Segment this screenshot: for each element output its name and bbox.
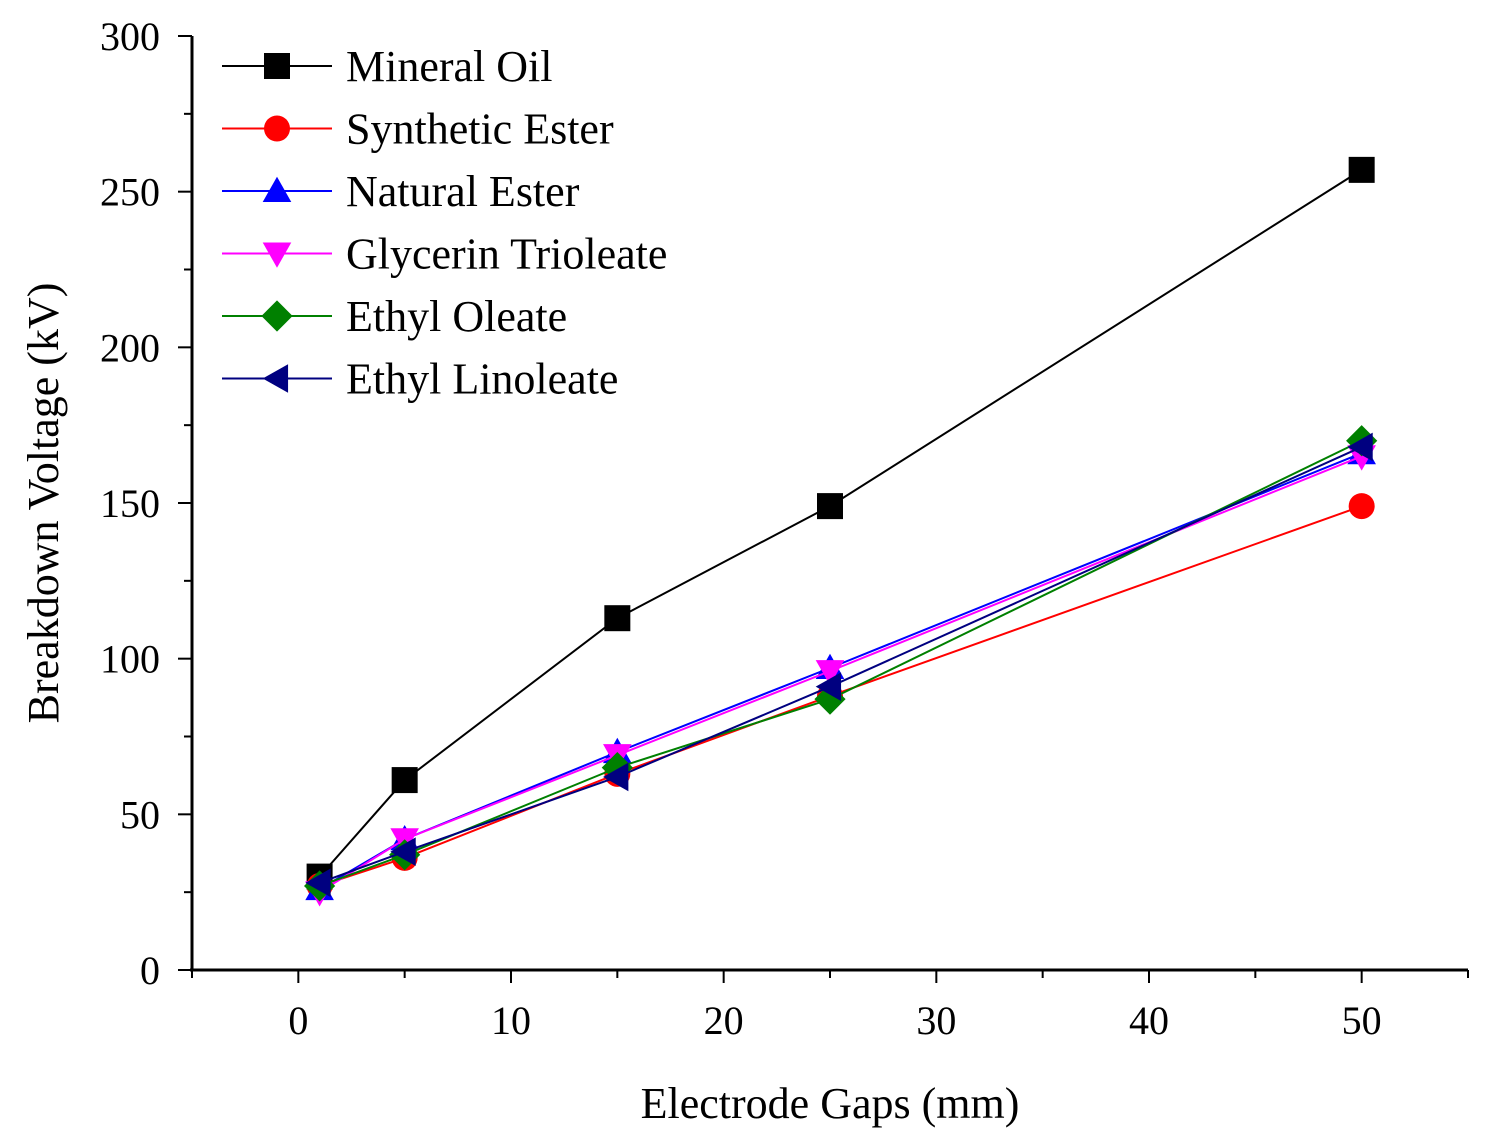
y-tick-label: 150 [100, 481, 160, 526]
legend-label: Natural Ester [346, 167, 580, 216]
y-tick-label: 0 [140, 948, 160, 993]
legend-label: Ethyl Linoleate [346, 355, 618, 404]
x-tick-label: 0 [288, 998, 308, 1043]
legend-marker-ethyl-linoleate [262, 364, 289, 393]
y-ticks: 0 50 100 150 200 250 300 [100, 14, 192, 993]
data-point-ethyl-linoleate [390, 837, 416, 866]
data-point-ethyl-linoleate [305, 868, 331, 898]
data-point-mineral-oil [1348, 156, 1375, 183]
data-point-synthetic-ester [1348, 493, 1375, 520]
legend-marker-mineral-oil [264, 53, 290, 79]
data-point-ethyl-oleate [814, 683, 846, 715]
data-point-ethyl-linoleate [815, 672, 842, 701]
y-tick-label: 200 [100, 325, 160, 370]
data-point-ethyl-linoleate [1347, 432, 1373, 462]
x-axis-title: Electrode Gaps (mm) [641, 1079, 1020, 1128]
data-point-glycerin-trioleate [815, 660, 845, 686]
legend-item-natural-ester: Natural Ester [222, 167, 580, 216]
legend-item-ethyl-linoleate: Ethyl Linoleate [222, 355, 618, 404]
legend-label: Synthetic Ester [346, 105, 614, 154]
data-point-mineral-oil [604, 605, 631, 632]
series-ethyl-linoleate [305, 432, 1373, 898]
legend-item-glycerin-trioleate: Glycerin Trioleate [222, 230, 667, 279]
data-point-mineral-oil [817, 493, 843, 520]
legend-marker-ethyl-oleate [261, 300, 293, 332]
x-tick-label: 30 [916, 998, 956, 1043]
y-tick-label: 100 [100, 637, 160, 682]
legend-label: Ethyl Oleate [346, 292, 567, 341]
legend-item-synthetic-ester: Synthetic Ester [222, 105, 614, 154]
x-tick-label: 10 [491, 998, 531, 1043]
series-layer [304, 156, 1378, 907]
legend-label: Glycerin Trioleate [346, 230, 667, 279]
legend-marker-glycerin-trioleate [262, 242, 292, 268]
legend-marker-synthetic-ester [264, 115, 290, 142]
legend-label: Mineral Oil [346, 42, 553, 91]
data-point-ethyl-linoleate [603, 762, 629, 792]
legend: Mineral Oil Synthetic Ester Natural Ester G… [222, 42, 667, 404]
y-tick-label: 300 [100, 14, 160, 59]
y-tick-label: 50 [120, 792, 160, 837]
legend-marker-natural-ester [262, 176, 292, 203]
x-tick-label: 40 [1129, 998, 1169, 1043]
y-axis-title: Breakdown Voltage (kV) [19, 283, 68, 724]
x-tick-label: 50 [1342, 998, 1382, 1043]
x-ticks: 0 10 20 30 40 50 [191, 970, 1469, 1043]
legend-item-mineral-oil: Mineral Oil [222, 42, 553, 91]
x-tick-label: 20 [704, 998, 744, 1043]
y-tick-label: 250 [100, 170, 160, 215]
data-point-mineral-oil [391, 767, 418, 794]
legend-item-ethyl-oleate: Ethyl Oleate [222, 292, 567, 341]
